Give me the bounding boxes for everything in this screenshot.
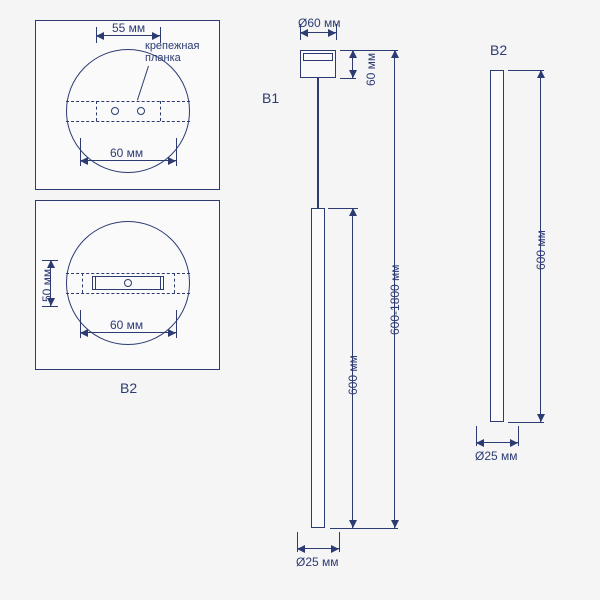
- b1-dash-top: [66, 101, 190, 102]
- b1-dim-overall: 600-1800 мм: [388, 264, 402, 335]
- b1-note: крепежная планка: [145, 40, 200, 64]
- b1-dim-60: 60 мм: [110, 146, 143, 160]
- b1-label: B1: [262, 90, 279, 106]
- technical-drawing: 55 мм крепежная планка 60 мм 50 мм 60 мм…: [0, 0, 600, 600]
- b2-dim-d25: Ø25 мм: [475, 449, 518, 463]
- b1-dim-tube: 600 мм: [346, 355, 360, 395]
- b2-dash-top: [66, 273, 190, 274]
- b2-panel-label: B2: [120, 380, 137, 396]
- b2-tube: [490, 70, 504, 422]
- b2-center-hole: [124, 279, 132, 287]
- b1-dim-d25: Ø25 мм: [296, 555, 339, 569]
- b1-hole-right: [137, 107, 145, 115]
- b2-dash-bot: [66, 293, 190, 294]
- b2-dim-600: 600 мм: [534, 230, 548, 270]
- b1-tube: [311, 208, 325, 528]
- b1-dash-bot: [66, 121, 190, 122]
- b1-dim-d60: Ø60 мм: [298, 16, 341, 30]
- b1-cable: [317, 78, 319, 208]
- b1-dim-canopy: 60 мм: [364, 53, 378, 86]
- b1-hole-left: [111, 107, 119, 115]
- b2-dim-60: 60 мм: [110, 318, 143, 332]
- b1-dim-55: 55 мм: [112, 21, 145, 35]
- b2-label: B2: [490, 42, 507, 58]
- b1-dash-v2: [160, 101, 161, 121]
- b1-dash-v1: [96, 101, 97, 121]
- b2-dim-50: 50 мм: [40, 269, 54, 302]
